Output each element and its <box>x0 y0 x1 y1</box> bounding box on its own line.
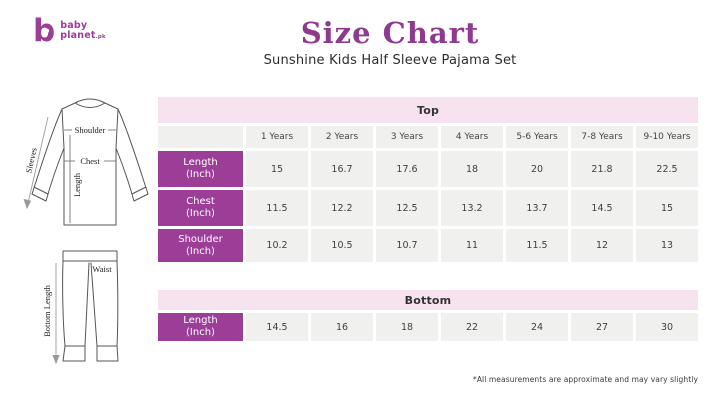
row-unit: (Inch) <box>186 169 215 180</box>
product-subtitle: Sunshine Kids Half Sleeve Pajama Set <box>263 53 517 68</box>
logo-line2: planet.pk <box>60 30 106 41</box>
table-cell: 12.5 <box>376 190 438 226</box>
table-cell: 20 <box>506 151 568 187</box>
table-cell: 12 <box>571 229 633 262</box>
table-cell: 18 <box>441 151 503 187</box>
pajama-diagram-svg: Shoulder Chest Length Sleeves Waist Bott… <box>23 98 149 365</box>
col-header-7-8-years: 7-8 Years <box>571 126 633 148</box>
top-size-table: Top 1 Years 2 Years 3 Years 4 Years 5-6 … <box>158 97 698 262</box>
row-unit: (Inch) <box>186 208 215 219</box>
row-label: Length <box>183 315 218 327</box>
logo-suffix: .pk <box>95 34 106 40</box>
row-header-chest: Chest (Inch) <box>158 190 243 226</box>
table-cell: 16 <box>311 313 373 341</box>
table-cell: 13.2 <box>441 190 503 226</box>
table-cell: 11.5 <box>506 229 568 262</box>
logo-letter: b <box>33 13 56 49</box>
logo-line1: baby <box>60 19 88 31</box>
row-label: Shoulder <box>178 233 223 245</box>
col-header-3-years: 3 Years <box>376 126 438 148</box>
table-cell: 24 <box>506 313 568 341</box>
logo-b-icon: b ♥ <box>33 13 56 49</box>
table-cell: 11 <box>441 229 503 262</box>
col-header-4-years: 4 Years <box>441 126 503 148</box>
table-cell: 21.8 <box>571 151 633 187</box>
corner-cell <box>158 126 243 148</box>
bottom-size-table: Bottom Length (Inch) 14.5 16 18 22 24 27… <box>158 290 698 341</box>
table-cell: 22.5 <box>636 151 698 187</box>
row-unit: (Inch) <box>186 245 215 257</box>
table-cell: 16.7 <box>311 151 373 187</box>
col-header-9-10-years: 9-10 Years <box>636 126 698 148</box>
col-header-1-years: 1 Years <box>246 126 308 148</box>
table-cell: 15 <box>246 151 308 187</box>
table-cell: 22 <box>441 313 503 341</box>
table-cell: 10.2 <box>246 229 308 262</box>
diagram-length-label: Length <box>72 172 82 197</box>
table-cell: 10.7 <box>376 229 438 262</box>
col-header-5-6-years: 5-6 Years <box>506 126 568 148</box>
table-cell: 14.5 <box>246 313 308 341</box>
table-cell: 12.2 <box>311 190 373 226</box>
pajama-measurement-diagram: Shoulder Chest Length Sleeves Waist Bott… <box>18 93 158 378</box>
table-cell: 13.7 <box>506 190 568 226</box>
table-cell: 18 <box>376 313 438 341</box>
bottom-section-header: Bottom <box>158 290 698 310</box>
row-unit: (Inch) <box>186 327 215 338</box>
row-header-length: Length (Inch) <box>158 151 243 187</box>
heart-icon: ♥ <box>41 28 50 39</box>
diagram-shoulder-label: Shoulder <box>75 125 106 135</box>
table-cell: 14.5 <box>571 190 633 226</box>
header: Size Chart Sunshine Kids Half Sleeve Paj… <box>60 16 720 68</box>
row-header-bottom-length: Length (Inch) <box>158 313 243 341</box>
page-title: Size Chart <box>300 16 480 50</box>
table-cell: 10.5 <box>311 229 373 262</box>
col-header-2-years: 2 Years <box>311 126 373 148</box>
diagram-chest-label: Chest <box>80 156 100 166</box>
table-cell: 30 <box>636 313 698 341</box>
measurements-disclaimer: *All measurements are approximate and ma… <box>472 375 698 384</box>
diagram-sleeves-label: Sleeves <box>23 147 39 175</box>
diagram-bottom-length-label: Bottom Length <box>42 284 52 336</box>
row-header-shoulder: Shoulder (Inch) <box>158 229 243 262</box>
logo-wordmark: baby planet.pk <box>60 19 106 42</box>
row-label: Length <box>183 157 218 169</box>
brand-logo: b ♥ baby planet.pk <box>33 13 106 49</box>
row-label: Chest <box>186 196 215 208</box>
table-cell: 11.5 <box>246 190 308 226</box>
table-cell: 15 <box>636 190 698 226</box>
table-cell: 17.6 <box>376 151 438 187</box>
diagram-waist-label: Waist <box>92 264 112 274</box>
table-cell: 27 <box>571 313 633 341</box>
table-cell: 13 <box>636 229 698 262</box>
top-section-header: Top <box>158 97 698 123</box>
